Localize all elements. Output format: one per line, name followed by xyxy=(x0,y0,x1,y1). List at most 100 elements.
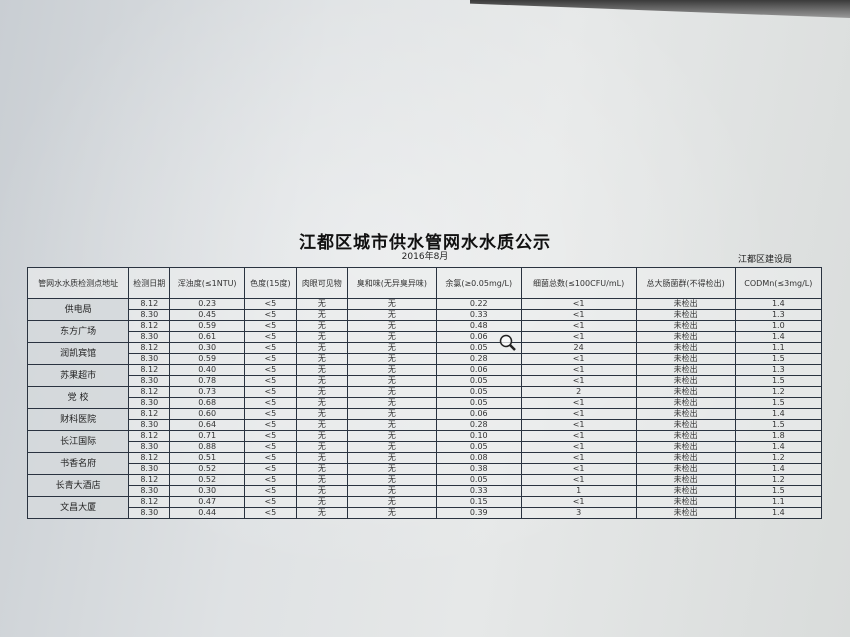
site-name: 书香名府 xyxy=(26,452,130,475)
table-cell: 无 xyxy=(295,298,348,310)
water-quality-table: 管网水水质检测点地址 检测日期 浑浊度(≤1NTU) 色度(15度) 肉眼可见物 臭和味(… xyxy=(26,267,823,519)
table-cell: 1.2 xyxy=(734,386,823,398)
table-cell: 1.5 xyxy=(734,375,823,387)
table-row: 润凯宾馆 8.12 0.30 <5 无无 0.05 24 未检出 1.1 xyxy=(26,342,823,365)
table-cell: 2 xyxy=(520,386,637,398)
table-cell: 无 xyxy=(346,353,437,365)
table-cell: 无 xyxy=(346,320,437,332)
table-cell: 8.12 xyxy=(128,320,171,332)
table-row: 8.30 0.44 <5 无无 0.39 3 未检出 1.4 xyxy=(28,507,823,519)
table-cell: <5 xyxy=(244,309,297,321)
table-cell: 无 xyxy=(295,320,348,332)
table-cell: 无 xyxy=(295,419,348,431)
table-cell: 0.60 xyxy=(169,408,245,420)
table-cell: 无 xyxy=(346,331,437,343)
site-name: 苏果超市 xyxy=(26,364,130,387)
table-cell: <1 xyxy=(520,320,637,332)
table-cell: 未检出 xyxy=(635,364,736,376)
table-cell: 8.30 xyxy=(128,375,171,387)
table-cell: 未检出 xyxy=(635,474,736,486)
table-row: 8.30 0.68 <5 无无 0.05 <1 未检出 1.5 xyxy=(28,397,823,409)
table-cell: 无 xyxy=(346,496,437,508)
table-cell: 0.28 xyxy=(435,353,522,365)
table-cell: 0.23 xyxy=(169,298,245,310)
table-cell: 0.33 xyxy=(435,309,522,321)
table-cell: 0.22 xyxy=(435,298,522,310)
table-cell: 0.28 xyxy=(435,419,522,431)
column-header: 色度(15度) xyxy=(244,267,297,299)
table-cell: 8.30 xyxy=(128,397,171,409)
table-cell: <5 xyxy=(244,474,297,486)
table-cell: 1.5 xyxy=(734,353,823,365)
table-cell: 1.4 xyxy=(734,463,823,475)
table-cell: 未检出 xyxy=(635,298,736,310)
table-cell: 8.30 xyxy=(128,507,171,519)
table-row: 苏果超市 8.12 0.40 <5 无无 0.06 <1 未检出 1.3 xyxy=(26,364,823,387)
table-cell: 无 xyxy=(346,441,437,453)
table-row: 8.30 0.30 <5 无无 0.33 1 未检出 1.5 xyxy=(28,485,823,497)
table-row: 8.30 0.78 <5 无无 0.05 <1 未检出 1.5 xyxy=(28,375,823,387)
table-cell: 未检出 xyxy=(635,496,736,508)
table-cell: <5 xyxy=(244,507,297,519)
column-header: CODMn(≤3mg/L) xyxy=(734,267,823,299)
table-cell: <1 xyxy=(520,309,637,321)
column-header: 管网水水质检测点地址 xyxy=(26,267,130,299)
table-cell: 0.48 xyxy=(435,320,522,332)
table-cell: 无 xyxy=(295,353,348,365)
table-cell: 未检出 xyxy=(635,463,736,475)
table-cell: <1 xyxy=(520,452,637,464)
table-row: 财科医院 8.12 0.60 <5 无无 0.06 <1 未检出 1.4 xyxy=(26,408,823,431)
table-cell: 无 xyxy=(346,430,437,442)
table-cell: 1.8 xyxy=(734,430,823,442)
table-cell: <1 xyxy=(520,430,637,442)
table-cell: 无 xyxy=(346,342,437,354)
table-cell: 8.12 xyxy=(128,452,171,464)
table-row: 长青大酒店 8.12 0.52 <5 无无 0.05 <1 未检出 1.2 xyxy=(26,474,823,497)
table-cell: <5 xyxy=(244,331,297,343)
table-cell: 无 xyxy=(295,507,348,519)
table-cell: 无 xyxy=(295,309,348,321)
table-row: 党 校 8.12 0.73 <5 无无 0.05 2 未检出 1.2 xyxy=(26,386,823,409)
table-cell: 无 xyxy=(346,375,437,387)
table-row: 东方广场 8.12 0.59 <5 无无 0.48 <1 未检出 1.0 xyxy=(26,320,823,343)
table-cell: 无 xyxy=(295,496,348,508)
site-name: 东方广场 xyxy=(26,320,130,343)
table-cell: <1 xyxy=(520,353,637,365)
table-cell: 未检出 xyxy=(635,320,736,332)
table-row: 长江国际 8.12 0.71 <5 无无 0.10 <1 未检出 1.8 xyxy=(26,430,823,453)
table-cell: 无 xyxy=(346,485,437,497)
table-cell: <1 xyxy=(520,364,637,376)
table-cell: 无 xyxy=(295,342,348,354)
table-cell: <5 xyxy=(244,397,297,409)
table-cell: 8.12 xyxy=(128,408,171,420)
site-name: 长江国际 xyxy=(26,430,130,453)
table-cell: 8.12 xyxy=(128,474,171,486)
table-cell: 8.12 xyxy=(128,298,171,310)
table-cell: 无 xyxy=(295,474,348,486)
table-cell: 无 xyxy=(346,419,437,431)
table-row: 供电局 8.12 0.23 <5 无无 0.22 <1 未检出 1.4 xyxy=(26,298,823,321)
table-cell: 8.12 xyxy=(128,342,171,354)
table-cell: 0.06 xyxy=(435,408,522,420)
table-cell: <5 xyxy=(244,485,297,497)
table-cell: 1.2 xyxy=(734,474,823,486)
table-cell: 1.5 xyxy=(734,419,823,431)
table-cell: 无 xyxy=(295,331,348,343)
table-cell: 无 xyxy=(295,485,348,497)
table-cell: 0.08 xyxy=(435,452,522,464)
table-cell: 无 xyxy=(346,386,437,398)
table-row: 8.30 0.61 <5 无无 0.06 <1 未检出 1.4 xyxy=(28,331,823,343)
table-cell: 1.5 xyxy=(734,485,823,497)
magnifier-cursor-icon xyxy=(499,334,516,351)
table-cell: 未检出 xyxy=(635,452,736,464)
table-cell: 0.30 xyxy=(169,485,245,497)
table-cell: 未检出 xyxy=(635,408,736,420)
table-cell: 1.4 xyxy=(734,298,823,310)
site-name: 润凯宾馆 xyxy=(26,342,130,365)
table-cell: <5 xyxy=(244,342,297,354)
table-cell: 1 xyxy=(520,485,637,497)
table-cell: 无 xyxy=(346,452,437,464)
column-header: 臭和味(无异臭异味) xyxy=(346,267,437,299)
table-cell: 未检出 xyxy=(635,397,736,409)
table-cell: 0.15 xyxy=(435,496,522,508)
